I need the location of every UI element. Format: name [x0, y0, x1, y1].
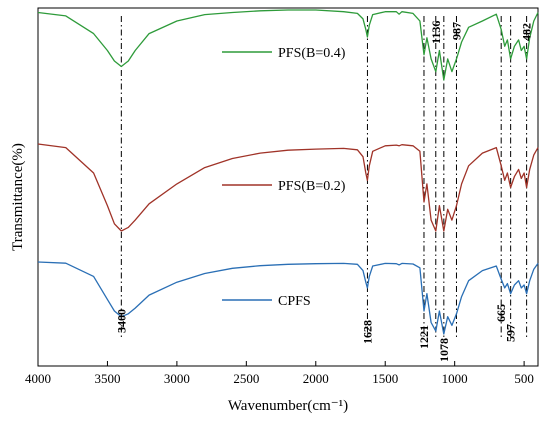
- x-tick-label-1000: 1000: [442, 371, 468, 386]
- peak-label-1078: 1078: [437, 338, 451, 362]
- x-axis-title: Wavenumber(cm⁻¹): [228, 398, 348, 414]
- x-tick-label-500: 500: [514, 371, 534, 386]
- plot-frame: [37, 7, 539, 367]
- series-line-1: [37, 143, 539, 232]
- series-lines: [37, 9, 539, 335]
- x-tick-label-3500: 3500: [94, 371, 120, 386]
- x-tick-label-2000: 2000: [303, 371, 329, 386]
- y-axis-title: Transmittance(%): [10, 143, 26, 251]
- x-tick-label-3000: 3000: [164, 371, 190, 386]
- peak-label-987: 987: [449, 22, 463, 40]
- peak-labels: 3400 1628 1221 1136 1078 987 665 597 482: [114, 21, 533, 362]
- peak-label-1628: 1628: [360, 320, 374, 344]
- x-tick-label-1500: 1500: [372, 371, 398, 386]
- legend-label-0: PFS(B=0.4): [278, 46, 346, 61]
- x-tick-label-2500: 2500: [233, 371, 259, 386]
- peak-label-3400: 3400: [114, 309, 128, 333]
- legend-label-1: PFS(B=0.2): [278, 179, 346, 194]
- x-axis: 4000 3500 3000 2500 2000 1500 1000 500: [25, 361, 534, 386]
- peak-marker-lines: [120, 16, 528, 340]
- series-line-2: [37, 261, 539, 335]
- peak-label-482: 482: [520, 23, 534, 41]
- legend-label-2: CPFS: [278, 294, 311, 309]
- series-line-0: [37, 9, 539, 81]
- x-tick-label-4000: 4000: [25, 371, 51, 386]
- peak-label-1221: 1221: [417, 325, 431, 349]
- peak-label-665: 665: [494, 304, 508, 322]
- legend: PFS(B=0.4) PFS(B=0.2) CPFS: [222, 46, 346, 309]
- peak-label-597: 597: [504, 324, 518, 342]
- peak-label-1136: 1136: [429, 21, 443, 44]
